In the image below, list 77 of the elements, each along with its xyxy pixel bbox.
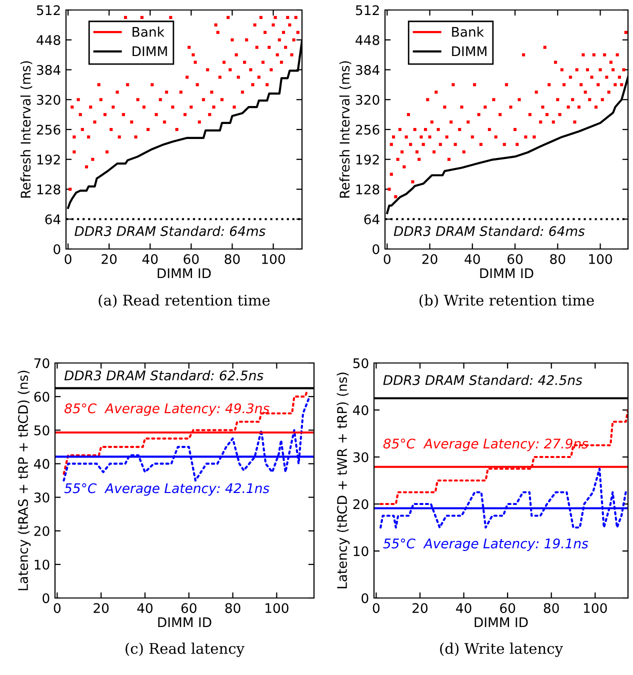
ref-line-label: DDR3 DRAM Standard: 64ms — [394, 226, 585, 236]
y-tick-label: 64 — [364, 214, 380, 224]
x-axis-title: DIMM ID — [158, 617, 212, 628]
x-tick-label: 40 — [456, 603, 472, 614]
x-axis-title: DIMM ID — [158, 268, 211, 278]
y-tick-label: 20 — [34, 526, 50, 536]
ref-line-label: 55°C Average Latency: 19.1ns — [383, 538, 588, 551]
text: (a) Read retention time — [98, 294, 270, 308]
x-tick-label: 80 — [550, 254, 566, 264]
legend-label: DDR3 DRAM Standard: 42.5ns — [383, 374, 582, 386]
y-tick-label: 192 — [356, 154, 379, 165]
text: (b) Write retention time — [420, 294, 594, 308]
y-axis-title: Latency (tRCD + tWR + tRP) (ns) — [336, 372, 350, 588]
y-tick-label: 20 — [353, 499, 368, 510]
x-tick-label: 20 — [422, 254, 438, 264]
x-tick-label: 80 — [225, 603, 240, 614]
y-tick-label: 50 — [34, 425, 50, 436]
y-tick-label: 448 — [36, 35, 60, 46]
x-tick-label: 20 — [94, 603, 109, 614]
x-tick-label: 100 — [584, 603, 607, 614]
x-tick-label: 100 — [266, 603, 288, 614]
ref-line-label: 85°C Average Latency: 49.3ns — [64, 403, 270, 416]
legend-label: DIMM — [452, 46, 486, 56]
x-tick-label: 60 — [184, 254, 199, 264]
y-tick-label: 512 — [356, 5, 379, 16]
x-tick-label: 40 — [137, 603, 153, 614]
y-tick-label: 50 — [353, 358, 368, 368]
x-tick-label: 60 — [500, 603, 516, 614]
y-tick-label: 128 — [37, 184, 60, 194]
x-tick-label: 20 — [412, 603, 428, 614]
y-tick-label: 384 — [356, 64, 380, 75]
x-tick-label: 100 — [262, 254, 285, 264]
y-tick-label: 10 — [354, 546, 368, 556]
x-axis-title: DIMM ID — [474, 617, 528, 628]
text: (c) Read latency — [126, 642, 245, 657]
y-tick-label: 128 — [356, 184, 380, 194]
x-tick-label: 0 — [384, 254, 390, 264]
y-tick-label: 30 — [34, 492, 50, 502]
y-tick-label: 40 — [34, 458, 50, 469]
y-tick-label: 0 — [42, 593, 50, 604]
y-tick-label: 0 — [362, 593, 368, 604]
y-tick-label: 70 — [34, 358, 50, 368]
legend-label: DDR3 DRAM Standard: 62.5ns — [64, 370, 264, 380]
x-tick-label: 40 — [142, 254, 158, 264]
y-axis-title: Latency (tRAS + tRP + tRCD) (ns) — [18, 370, 31, 590]
y-tick-label: 0 — [54, 244, 60, 254]
y-tick-label: 512 — [36, 5, 60, 16]
x-tick-label: 60 — [508, 254, 523, 264]
ref-line-label: DDR3 DRAM Standard: 64ms — [74, 226, 266, 236]
y-tick-label: 320 — [36, 94, 60, 105]
y-tick-label: 60 — [34, 392, 50, 402]
x-tick-label: 80 — [544, 603, 559, 614]
legend-label: Bank — [452, 26, 484, 37]
x-axis-title: DIMM ID — [480, 268, 534, 278]
y-tick-label: 30 — [353, 452, 368, 462]
y-tick-label: 256 — [356, 124, 380, 135]
x-tick-label: 80 — [224, 254, 240, 264]
x-tick-label: 20 — [102, 254, 117, 264]
x-tick-label: 40 — [464, 254, 480, 264]
y-axis-title: Refresh Interval (ms) — [339, 61, 352, 198]
y-tick-label: 192 — [37, 154, 60, 165]
legend-label: Bank — [132, 26, 164, 37]
x-tick-label: 60 — [181, 603, 196, 614]
y-tick-label: 0 — [372, 244, 380, 254]
y-tick-label: 320 — [356, 94, 380, 105]
text: (d) Write latency — [440, 642, 564, 657]
y-tick-label: 10 — [34, 560, 50, 570]
y-tick-label: 256 — [36, 124, 60, 135]
legend-label: DIMM — [132, 46, 167, 56]
y-tick-label: 448 — [356, 35, 380, 46]
x-tick-label: 100 — [589, 254, 612, 264]
x-tick-label: 0 — [64, 254, 72, 264]
y-tick-label: 384 — [36, 64, 60, 75]
y-tick-label: 40 — [352, 405, 368, 416]
y-tick-label: 64 — [45, 214, 60, 224]
ref-line-label: 55°C Average Latency: 42.1ns — [64, 483, 270, 496]
y-axis-title: Refresh Interval (ms) — [20, 61, 32, 198]
